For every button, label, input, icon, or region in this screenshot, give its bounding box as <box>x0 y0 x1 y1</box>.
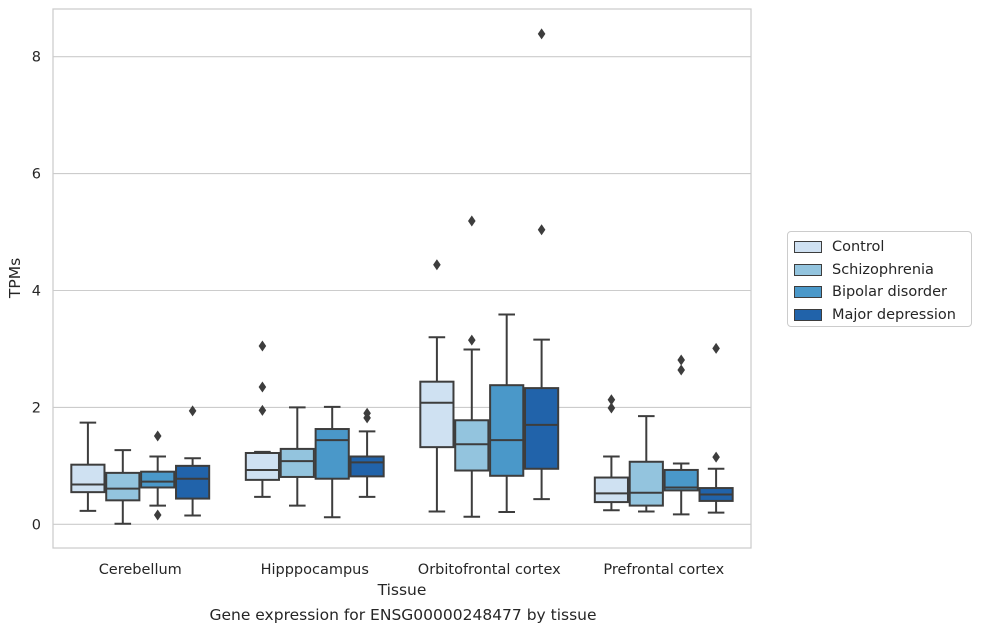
box-body <box>489 384 525 477</box>
box-bipolar-disorder <box>140 430 176 521</box>
box-body <box>628 460 664 507</box>
box-schizophrenia <box>105 449 141 525</box>
box-control <box>244 340 280 498</box>
outlier-point <box>677 354 685 366</box>
x-tick-label: Orbitofrontal cortex <box>418 562 561 578</box>
outlier-point <box>468 334 476 346</box>
box-body <box>593 476 629 504</box>
y-tick-labels: 0 2 4 6 8 <box>32 50 41 534</box>
outlier-point <box>433 259 441 271</box>
box-major-depression <box>175 405 211 517</box>
chart-caption: Gene expression for ENSG00000248477 by t… <box>209 606 597 624</box>
box-bipolar-disorder <box>489 313 525 514</box>
legend-item: Control <box>792 236 971 259</box>
outlier-point <box>537 28 546 40</box>
box-schizophrenia <box>628 415 664 513</box>
x-axis-label: Tissue <box>377 581 427 599</box>
outlier-point <box>153 430 162 442</box>
outlier-point <box>258 404 267 416</box>
x-tick-label: Hipppocampus <box>261 562 369 578</box>
legend: Control Schizophrenia Bipolar disorder Majo… <box>787 231 972 327</box>
box-body <box>70 463 106 494</box>
legend-label: Control <box>832 239 885 256</box>
y-tick-label: 6 <box>32 167 41 183</box>
outlier-point <box>188 405 197 417</box>
outlier-point <box>677 364 685 376</box>
legend-label: Schizophrenia <box>832 261 934 278</box>
x-tick-label: Cerebellum <box>99 562 182 578</box>
legend-swatch <box>794 308 822 321</box>
legend-item: Schizophrenia <box>792 259 971 282</box>
box-body <box>105 471 141 502</box>
y-tick-label: 2 <box>32 400 41 416</box>
box-body <box>314 428 350 480</box>
box-body <box>244 451 280 481</box>
legend-label: Major depression <box>832 306 956 323</box>
box-body <box>454 419 490 472</box>
box-body <box>279 447 315 478</box>
outlier-point <box>607 402 616 414</box>
y-tick-label: 0 <box>32 517 41 533</box>
outlier-point <box>712 451 720 463</box>
outlier-point <box>468 215 476 227</box>
box-body <box>175 464 211 500</box>
box-groups <box>70 28 734 525</box>
box-schizophrenia <box>454 215 490 518</box>
x-tick-label: Prefrontal cortex <box>603 562 724 578</box>
legend-swatch <box>794 241 822 254</box>
x-tick-labels: Cerebellum Hipppocampus Orbitofrontal cort… <box>99 562 725 578</box>
box-bipolar-disorder <box>314 405 350 519</box>
box-schizophrenia <box>279 406 315 507</box>
outlier-point <box>537 224 546 236</box>
legend-label: Bipolar disorder <box>832 284 947 301</box>
legend-item: Major depression <box>792 304 971 327</box>
box-bipolar-disorder <box>663 354 699 516</box>
outlier-point <box>153 509 162 521</box>
box-control <box>419 259 455 513</box>
outlier-point <box>258 381 267 393</box>
box-body <box>524 387 560 470</box>
box-body <box>140 470 176 489</box>
y-axis-label: TPMs <box>6 258 24 299</box>
outlier-point <box>363 407 371 419</box>
outlier-point <box>607 394 616 406</box>
plot-area <box>52 8 752 549</box>
box-control <box>70 421 106 512</box>
legend-swatch <box>794 286 822 299</box>
box-major-depression <box>524 28 560 501</box>
box-major-depression <box>349 407 385 498</box>
box-body <box>419 380 455 449</box>
y-tick-label: 8 <box>32 50 41 66</box>
box-body <box>349 455 385 478</box>
legend-item: Bipolar disorder <box>792 281 971 304</box>
box-control <box>593 394 629 512</box>
legend-swatch <box>794 263 822 276</box>
y-tick-label: 4 <box>32 284 41 300</box>
outlier-point <box>712 342 720 354</box>
outlier-point <box>258 340 267 352</box>
box-body <box>663 468 699 492</box>
box-major-depression <box>698 342 734 514</box>
gridlines <box>53 56 751 525</box>
